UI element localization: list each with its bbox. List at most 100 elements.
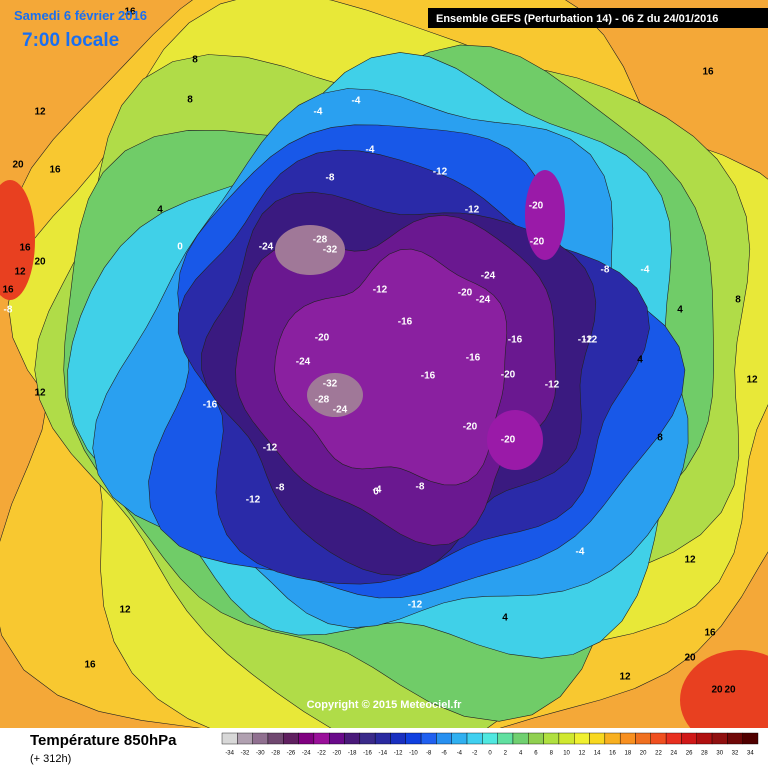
contour-label: 16	[2, 285, 14, 296]
scale-label: -8	[426, 751, 432, 757]
contour-label: 20	[34, 257, 46, 268]
color-scale: -34 -32 -30 -28 -26 -24 -22 -20 -18 -16 -14 -12 -10-…	[221, 732, 759, 757]
warm-patch	[0, 180, 35, 300]
scale-label: -14	[378, 751, 387, 757]
scale-label: 32	[732, 751, 739, 757]
scale-swatch	[696, 732, 713, 745]
scale-swatch	[665, 732, 682, 745]
scale-swatch	[635, 732, 652, 745]
lead-time: (+ 312h)	[30, 753, 71, 765]
scale-swatch	[619, 732, 636, 745]
scale-swatch	[313, 732, 330, 745]
contour-label: 16	[84, 660, 96, 671]
contour-label: 20	[724, 685, 736, 696]
scale-swatch	[221, 732, 238, 745]
scale-swatch	[436, 732, 452, 745]
scale-label: -24	[302, 751, 311, 757]
scale-label: -4	[457, 751, 463, 757]
contour-label: -12	[545, 380, 560, 391]
contour-label: 20	[12, 160, 24, 171]
scale-swatch	[742, 732, 759, 745]
scale-swatch	[604, 732, 621, 745]
contour-label: -4	[314, 107, 323, 118]
scale-label: -16	[363, 751, 372, 757]
scale-label: 0	[488, 751, 492, 757]
contour-label: -24	[481, 271, 496, 282]
contour-label: 4	[502, 613, 508, 624]
contour-label: -8	[601, 265, 610, 276]
contour-label: 4	[677, 305, 683, 316]
contour-label: 12	[119, 605, 131, 616]
contour-label: -12	[578, 335, 593, 346]
cold-core	[307, 373, 363, 417]
scale-swatch	[528, 732, 544, 745]
scale-label: 12	[579, 751, 586, 757]
contour-label: -4	[366, 145, 375, 156]
scale-label: 8	[550, 751, 554, 757]
contour-label: 16	[19, 243, 31, 254]
scale-swatch	[420, 732, 437, 745]
contour-label: -8	[326, 173, 335, 184]
scale-swatch	[466, 732, 483, 745]
scale-swatch	[558, 732, 575, 745]
scale-label: 18	[624, 751, 631, 757]
scale-swatch	[589, 732, 606, 745]
contour-label: -12	[263, 443, 278, 454]
scale-swatch	[497, 732, 514, 745]
model-info: Ensemble GEFS (Perturbation 14) - 06 Z d…	[436, 13, 718, 25]
scale-label: -34	[225, 751, 234, 757]
scale-label: -30	[256, 751, 265, 757]
scale-label: -18	[348, 751, 357, 757]
scale-swatch	[298, 732, 315, 745]
scale-label: 28	[701, 751, 708, 757]
scale-label: 34	[747, 751, 754, 757]
scale-label: 20	[640, 751, 647, 757]
contour-label: 12	[34, 107, 46, 118]
contour-label: -20	[315, 333, 330, 344]
contour-label: 8	[735, 295, 741, 306]
contour-label: -12	[246, 495, 261, 506]
contour-label: -20	[501, 435, 516, 446]
contour-label: 16	[124, 7, 136, 18]
contour-label: 8	[192, 55, 198, 66]
scale-label: 10	[563, 751, 570, 757]
scale-label: 30	[716, 751, 723, 757]
scale-label: -22	[317, 751, 326, 757]
contour-label: -8	[416, 482, 425, 493]
cold-core	[487, 410, 543, 470]
scale-label: -12	[394, 751, 403, 757]
scale-swatch	[451, 732, 468, 745]
model-box	[428, 8, 768, 28]
scale-swatch	[267, 732, 284, 745]
contour-label: -20	[529, 201, 544, 212]
contour-label: -24	[476, 295, 491, 306]
contour-label: 20	[684, 653, 696, 664]
contour-label: -12	[465, 205, 480, 216]
scale-swatch	[283, 732, 299, 745]
scale-label: -28	[271, 751, 280, 757]
contour-label: 0	[373, 487, 379, 498]
contour-label: -8	[276, 483, 285, 494]
isotherm-band	[274, 248, 508, 486]
contour-label: 20	[711, 685, 723, 696]
contour-label: -12	[583, 335, 598, 346]
contour-label: -16	[203, 400, 218, 411]
contour-label: -16	[466, 353, 481, 364]
scale-label: -2	[472, 751, 478, 757]
scale-swatch	[344, 732, 361, 745]
copyright: Copyright © 2015 Meteociel.fr	[307, 699, 463, 711]
scale-swatch	[512, 732, 529, 745]
scale-swatch	[359, 732, 376, 745]
contour-label: 16	[704, 628, 716, 639]
scale-swatch	[390, 732, 406, 745]
contour-label: -32	[323, 245, 338, 256]
scale-swatch	[405, 732, 422, 745]
scale-swatch	[252, 732, 269, 745]
contour-label: -4	[373, 485, 382, 496]
scale-label: -10	[409, 751, 418, 757]
contour-label: -4	[576, 547, 585, 558]
contour-label: 12	[746, 375, 758, 386]
contour-label: -28	[313, 235, 328, 246]
